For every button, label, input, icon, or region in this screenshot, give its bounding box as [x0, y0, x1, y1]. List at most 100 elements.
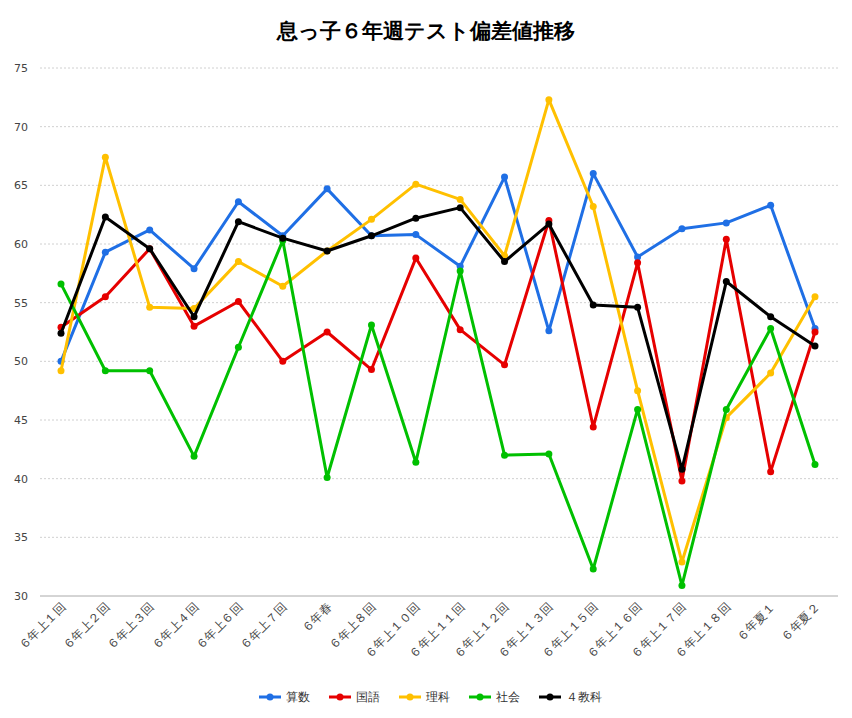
x-tick-label: ６年上３回: [105, 600, 157, 652]
point: [678, 466, 685, 473]
point: [545, 221, 552, 228]
grid-line: [40, 537, 838, 538]
point: [545, 96, 552, 103]
point: [146, 226, 153, 233]
x-tick-label: ６年夏１: [734, 600, 778, 644]
grid-line: [40, 302, 838, 303]
point: [58, 367, 65, 374]
point: [412, 181, 419, 188]
point: [146, 304, 153, 311]
legend-marker: [407, 694, 414, 701]
point: [368, 321, 375, 328]
point: [678, 225, 685, 232]
grid-line: [40, 126, 838, 127]
x-tick-label: ６年上７回: [238, 600, 290, 652]
point: [590, 566, 597, 573]
point: [501, 452, 508, 459]
y-tick-label: 35: [14, 531, 28, 544]
legend-marker: [337, 694, 344, 701]
x-tick-label: ６年夏２: [778, 600, 822, 644]
legend: 算数国語理科社会４教科: [259, 690, 602, 704]
point: [767, 468, 774, 475]
x-tick-label: ６年上６回: [193, 600, 245, 652]
point: [412, 459, 419, 466]
y-tick-label: 75: [14, 62, 28, 75]
point: [324, 185, 331, 192]
point: [58, 280, 65, 287]
point: [545, 451, 552, 458]
point: [191, 265, 198, 272]
point: [368, 216, 375, 223]
grid-line: [40, 185, 838, 186]
point: [678, 558, 685, 565]
point: [324, 329, 331, 336]
series: [58, 170, 819, 365]
series: [58, 217, 819, 484]
point: [235, 218, 242, 225]
point: [723, 219, 730, 226]
point: [146, 245, 153, 252]
x-tick-label: ６年上１８回: [673, 600, 734, 661]
title: 息っ子６年週テスト偏差値推移: [276, 19, 575, 43]
point: [368, 366, 375, 373]
point: [767, 202, 774, 209]
legend-label: 国語: [356, 690, 380, 704]
y-tick-label: 55: [14, 297, 28, 310]
point: [235, 298, 242, 305]
point: [146, 245, 153, 252]
y-tick-label: 30: [14, 590, 28, 603]
point: [279, 283, 286, 290]
grid-line: [40, 244, 838, 245]
point: [102, 367, 109, 374]
point: [412, 215, 419, 222]
legend-label: 理科: [426, 690, 450, 704]
point: [279, 358, 286, 365]
point: [191, 453, 198, 460]
point: [58, 330, 65, 337]
point: [678, 478, 685, 485]
plot-area: [58, 96, 819, 589]
point: [590, 203, 597, 210]
point: [501, 174, 508, 181]
point: [235, 198, 242, 205]
grid-line: [40, 478, 838, 479]
point: [457, 196, 464, 203]
series-line: [61, 221, 815, 481]
point: [767, 325, 774, 332]
y-tick-label: 60: [14, 238, 28, 251]
point: [812, 343, 819, 350]
point: [545, 327, 552, 334]
point: [590, 302, 597, 309]
series-line: [61, 208, 815, 470]
point: [812, 329, 819, 336]
point: [723, 236, 730, 243]
x-tick-label: ６年上４回: [149, 600, 201, 652]
chart: 息っ子６年週テスト偏差値推移30354045505560657075６年上１回６…: [0, 0, 852, 718]
y-tick-label: 40: [14, 473, 28, 486]
point: [678, 582, 685, 589]
point: [812, 461, 819, 468]
point: [767, 313, 774, 320]
point: [102, 154, 109, 161]
point: [634, 259, 641, 266]
point: [457, 326, 464, 333]
point: [235, 344, 242, 351]
point: [146, 367, 153, 374]
legend-label: 算数: [286, 690, 310, 704]
point: [501, 258, 508, 265]
series: [58, 237, 819, 589]
point: [412, 255, 419, 262]
point: [634, 304, 641, 311]
legend-marker: [547, 694, 554, 701]
x-tick-label: ６年上１回: [16, 600, 68, 652]
point: [324, 248, 331, 255]
grid-line: [40, 420, 838, 421]
series-line: [61, 174, 815, 362]
point: [412, 231, 419, 238]
point: [457, 267, 464, 274]
point: [102, 249, 109, 256]
point: [102, 214, 109, 221]
point: [723, 278, 730, 285]
series-line: [61, 100, 815, 562]
point: [501, 361, 508, 368]
